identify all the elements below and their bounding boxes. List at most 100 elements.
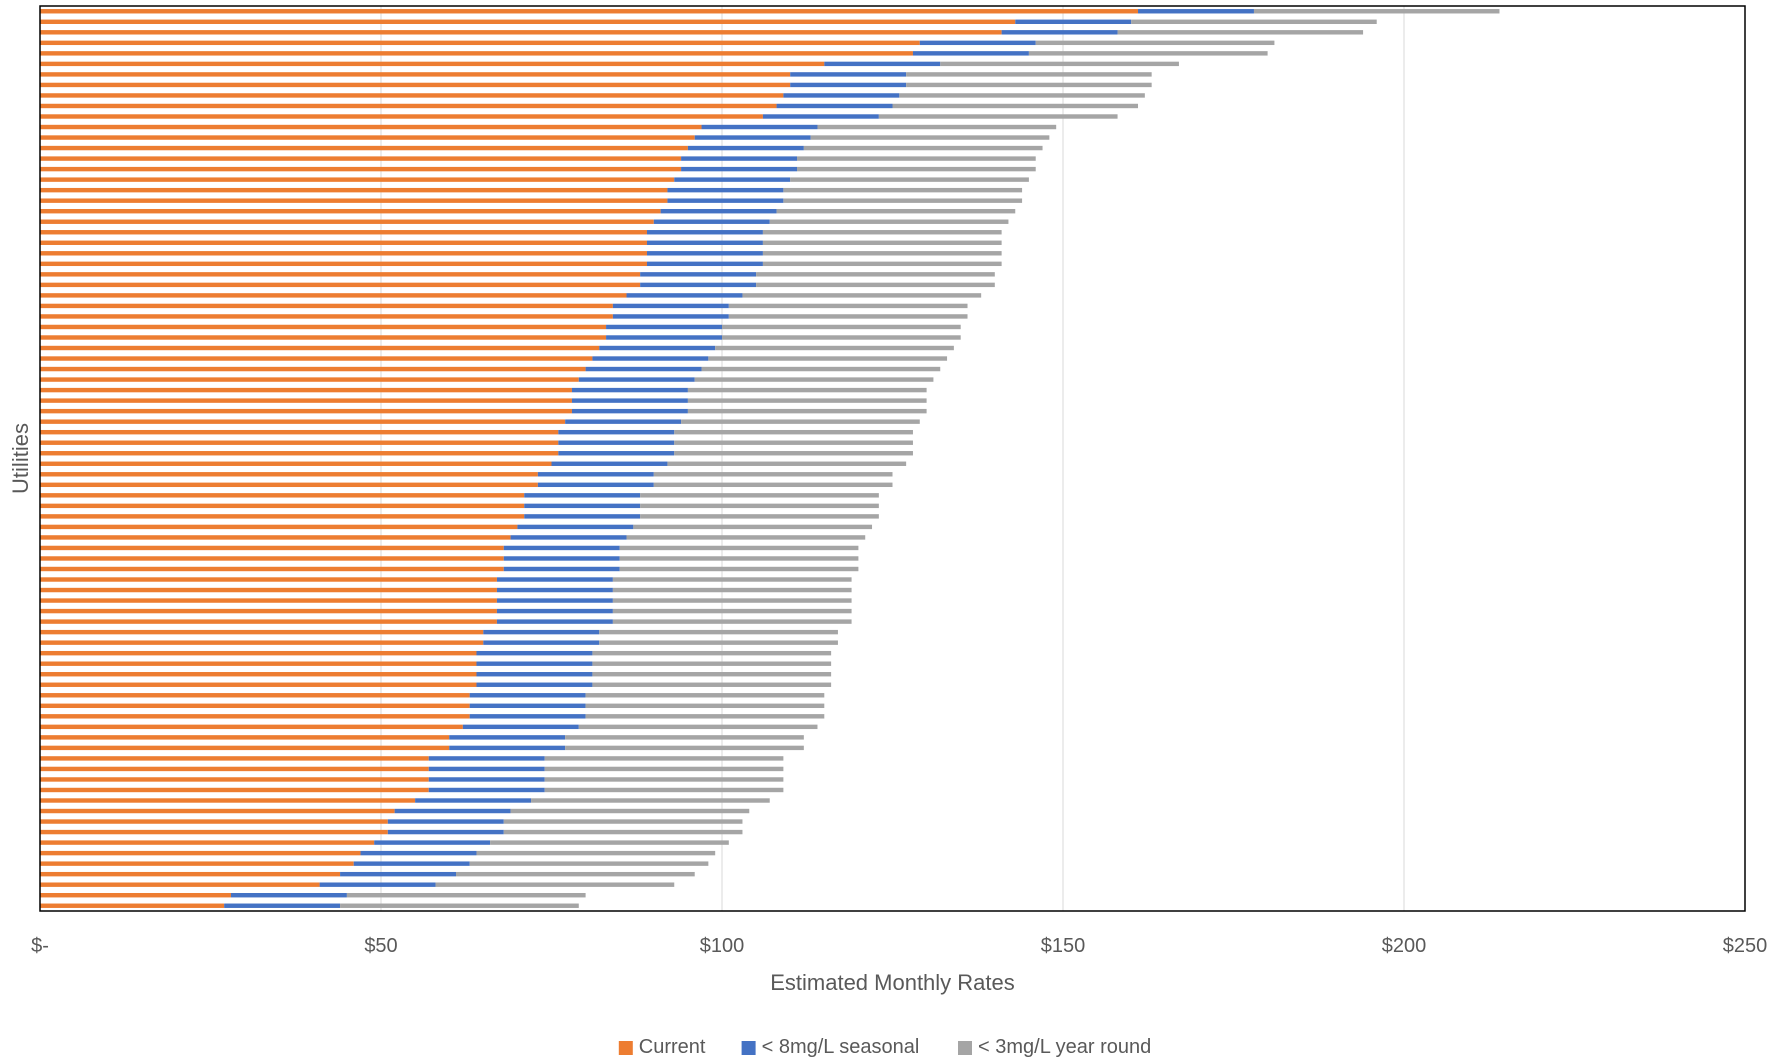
bar-segment-current: [40, 135, 695, 140]
bar-segment-year-round: [674, 451, 913, 456]
bar-segment-year-round: [878, 114, 1118, 119]
bar-segment-current: [40, 672, 477, 677]
bar-segment-seasonal: [1001, 30, 1118, 35]
bar-segment-current: [40, 261, 647, 267]
bar-segment-current: [40, 808, 395, 814]
bar-segment-seasonal: [476, 672, 593, 677]
legend-swatch: [618, 1041, 633, 1055]
bar-segment-seasonal: [667, 198, 784, 203]
x-tick-label: $50: [364, 935, 397, 957]
bar-segment-seasonal: [606, 324, 722, 330]
bar-segment-year-round: [687, 398, 927, 403]
bar-segment-current: [40, 93, 784, 98]
bar-segment-year-round: [469, 861, 709, 866]
bar-segment-seasonal: [449, 745, 566, 751]
bar-segment-year-round: [544, 787, 784, 793]
bar-segment-year-round: [544, 766, 784, 772]
bar-segment-current: [40, 535, 511, 540]
legend-label: Current: [639, 1036, 706, 1058]
bar-segment-seasonal: [517, 524, 634, 530]
bar-segment-year-round: [612, 619, 852, 624]
bar-segment-current: [40, 619, 497, 624]
bar-segment-seasonal: [776, 103, 893, 109]
bar-segment-year-round: [619, 566, 859, 572]
bar-segment-current: [40, 314, 613, 319]
bar-segment-current: [40, 777, 429, 782]
bar-segment-current: [40, 514, 525, 519]
bar-segment-year-round: [899, 93, 1145, 98]
bar-segment-current: [40, 30, 1002, 35]
bar-segment-current: [40, 745, 450, 751]
bar-segment-current: [40, 861, 354, 866]
bar-segment-current: [40, 661, 477, 666]
bar-segment-current: [40, 251, 647, 256]
bar-segment-seasonal: [360, 850, 477, 856]
bar-segment-seasonal: [496, 619, 613, 624]
bar-segment-current: [40, 461, 552, 466]
bar-segment-year-round: [667, 461, 907, 466]
bar-segment-year-round: [1035, 40, 1275, 46]
bar-segment-seasonal: [224, 903, 341, 908]
bar-segment-year-round: [803, 145, 1043, 151]
x-tick-label: $150: [1041, 935, 1086, 957]
bar-segment-current: [40, 787, 429, 793]
bar-segment-seasonal: [790, 72, 907, 77]
bar-segment-seasonal: [387, 819, 504, 824]
bar-segment-seasonal: [681, 156, 798, 161]
bar-segment-seasonal: [640, 272, 757, 277]
bar-segment-current: [40, 903, 225, 908]
bar-segment-current: [40, 724, 463, 730]
x-tick-label: $100: [700, 935, 745, 957]
bar-segment-seasonal: [558, 429, 675, 435]
bar-segment-seasonal: [653, 219, 770, 224]
bar-segment-year-round: [722, 324, 961, 330]
bar-segment-current: [40, 798, 416, 803]
bar-segment-current: [40, 766, 429, 772]
bar-segment-year-round: [565, 735, 804, 740]
legend-label: < 3mg/L year round: [978, 1036, 1151, 1058]
bar-segment-seasonal: [571, 387, 688, 393]
bar-segment-current: [40, 187, 668, 193]
bar-segment-seasonal: [476, 650, 593, 656]
bar-segment-seasonal: [524, 514, 641, 519]
bar-segment-current: [40, 345, 600, 351]
bar-segment-year-round: [585, 693, 825, 698]
bar-segment-year-round: [565, 745, 804, 751]
bar-segment-current: [40, 366, 586, 372]
bar-segment-current: [40, 82, 791, 88]
bar-segment-year-round: [585, 714, 825, 719]
bar-segment-current: [40, 19, 1016, 24]
bar-segment-year-round: [503, 829, 743, 835]
bar-segment-year-round: [687, 387, 927, 393]
bar-segment-current: [40, 377, 579, 382]
bar-segment-seasonal: [667, 187, 784, 193]
bar-segment-current: [40, 871, 341, 877]
bar-segment-seasonal: [660, 208, 777, 214]
bar-segment-current: [40, 819, 388, 824]
bar-segment-seasonal: [469, 703, 586, 709]
bar-segment-current: [40, 272, 641, 277]
bar-segment-current: [40, 240, 647, 245]
bar-segment-current: [40, 324, 607, 330]
bars: [40, 9, 1500, 908]
bar-segment-seasonal: [319, 882, 436, 887]
bar-segment-seasonal: [510, 535, 627, 540]
bar-segment-current: [40, 608, 497, 614]
bar-segment-seasonal: [578, 377, 695, 382]
y-axis-title: Utilities: [8, 423, 33, 494]
bar-segment-year-round: [762, 240, 1002, 245]
bar-segment-year-round: [476, 850, 716, 856]
bar-segment-seasonal: [496, 577, 613, 582]
bar-segment-current: [40, 693, 470, 698]
bar-segment-year-round: [531, 798, 770, 803]
bar-segment-seasonal: [646, 261, 763, 267]
bar-segment-year-round: [742, 293, 982, 298]
bar-segment-year-round: [728, 303, 968, 309]
bar-segment-current: [40, 493, 525, 498]
bar-segment-year-round: [435, 882, 675, 887]
bar-segment-year-round: [728, 314, 968, 319]
bar-segment-current: [40, 503, 525, 509]
bar-segment-seasonal: [1015, 19, 1132, 24]
